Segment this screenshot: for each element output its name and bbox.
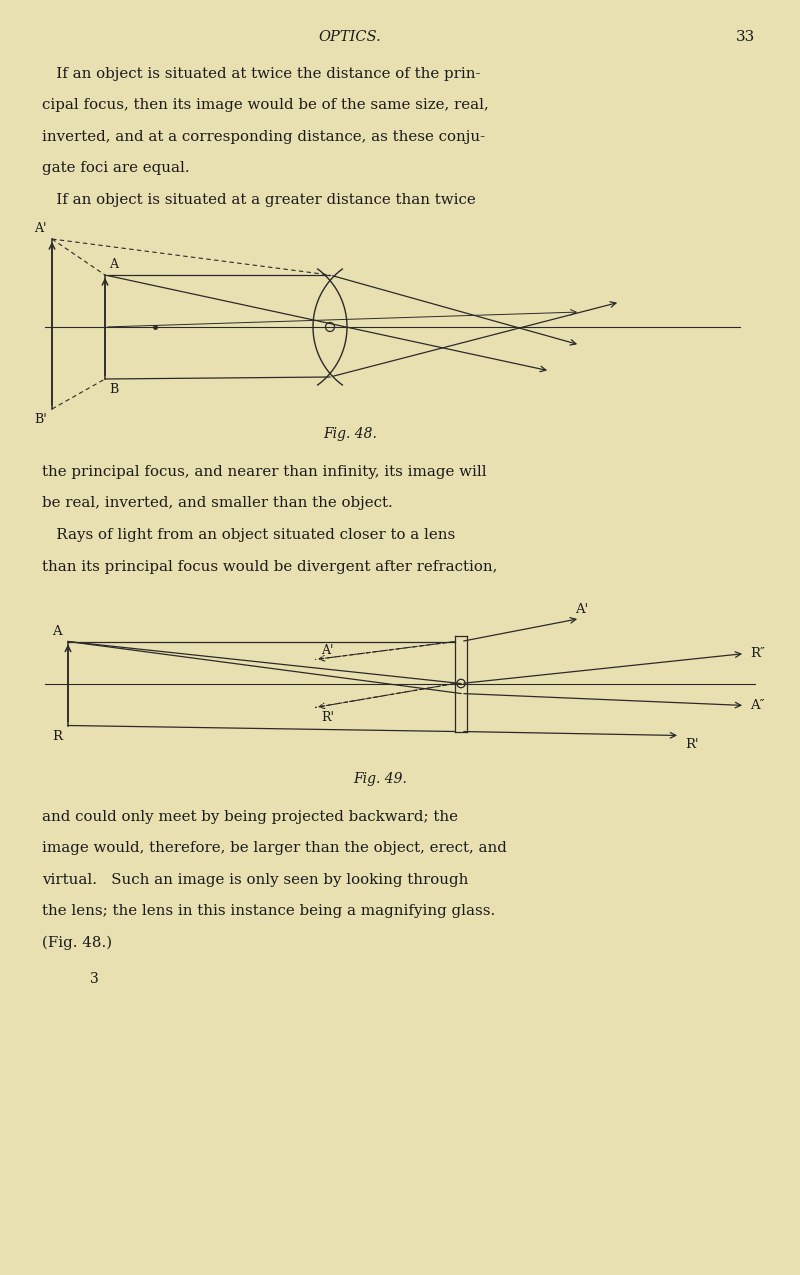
Text: B: B [109, 382, 118, 397]
Text: the lens; the lens in this instance being a magnifying glass.: the lens; the lens in this instance bein… [42, 904, 495, 918]
Text: Fig. 49.: Fig. 49. [353, 771, 407, 785]
Text: be real, inverted, and smaller than the object.: be real, inverted, and smaller than the … [42, 496, 393, 510]
Text: (Fig. 48.): (Fig. 48.) [42, 936, 112, 950]
Text: B': B' [34, 413, 47, 426]
Text: image would, therefore, be larger than the object, erect, and: image would, therefore, be larger than t… [42, 842, 507, 856]
Text: virtual.   Such an image is only seen by looking through: virtual. Such an image is only seen by l… [42, 872, 468, 886]
Text: R″: R″ [750, 646, 765, 660]
Text: A: A [52, 625, 62, 638]
Text: than its principal focus would be divergent after refraction,: than its principal focus would be diverg… [42, 560, 498, 574]
Text: A″: A″ [750, 699, 765, 711]
Text: R': R' [685, 737, 698, 751]
Text: gate foci are equal.: gate foci are equal. [42, 162, 190, 176]
Text: R': R' [321, 710, 334, 723]
Text: Fig. 48.: Fig. 48. [323, 427, 377, 441]
Text: and could only meet by being projected backward; the: and could only meet by being projected b… [42, 810, 458, 824]
Text: cipal focus, then its image would be of the same size, real,: cipal focus, then its image would be of … [42, 98, 489, 112]
Text: inverted, and at a corresponding distance, as these conju-: inverted, and at a corresponding distanc… [42, 130, 485, 144]
Text: A': A' [321, 644, 334, 657]
Text: the principal focus, and nearer than infinity, its image will: the principal focus, and nearer than inf… [42, 465, 486, 479]
Text: 33: 33 [736, 31, 755, 45]
Text: If an object is situated at twice the distance of the prin-: If an object is situated at twice the di… [42, 68, 481, 82]
Text: A': A' [575, 603, 588, 616]
Text: A: A [109, 258, 118, 272]
Text: Rays of light from an object situated closer to a lens: Rays of light from an object situated cl… [42, 528, 455, 542]
Text: R: R [52, 729, 62, 742]
Text: If an object is situated at a greater distance than twice: If an object is situated at a greater di… [42, 193, 476, 207]
Text: 3: 3 [90, 972, 98, 986]
Text: OPTICS.: OPTICS. [318, 31, 382, 45]
Text: A': A' [34, 222, 47, 235]
